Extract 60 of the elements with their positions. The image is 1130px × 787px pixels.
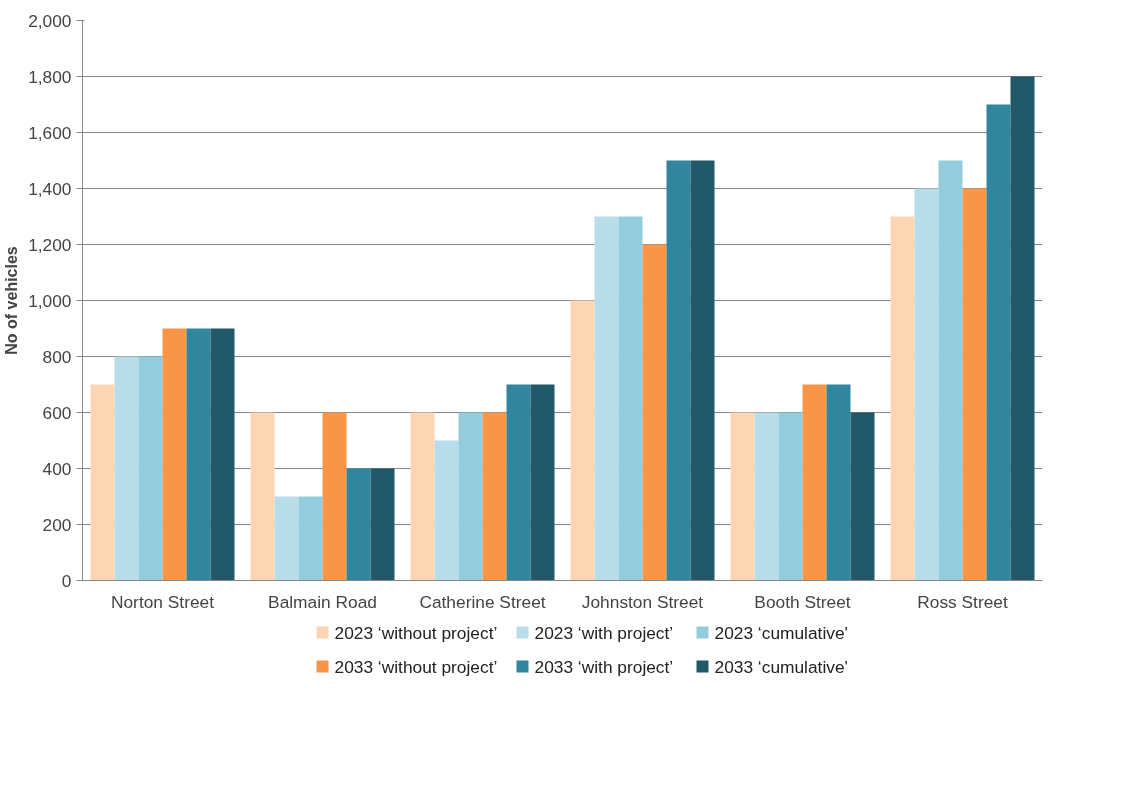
bar: [570, 300, 595, 581]
bar: [90, 384, 115, 581]
x-tick-label: Ross Street: [917, 591, 1008, 612]
bar: [778, 412, 803, 581]
bar: [938, 160, 963, 581]
y-tick-label: 1,800: [28, 66, 72, 87]
y-tick-label: 1,000: [28, 290, 72, 311]
x-tick-label: Johnston Street: [581, 591, 704, 612]
legend-label: 2033 ‘with project’: [534, 656, 674, 677]
y-axis-title: No of vehicles: [3, 246, 21, 355]
bar: [506, 384, 531, 581]
bar: [346, 468, 371, 581]
y-tick-label: 1,400: [28, 178, 72, 199]
y-tick-label: 400: [42, 458, 72, 479]
bar: [210, 328, 235, 581]
bar: [530, 384, 555, 581]
bar: [962, 188, 987, 581]
bar: [690, 160, 715, 581]
bar: [666, 160, 691, 581]
bar: [434, 440, 459, 581]
legend-label: 2023 ‘with project’: [534, 622, 674, 643]
bar: [850, 412, 875, 581]
y-tick-label: 1,200: [28, 234, 72, 255]
bar: [618, 216, 643, 581]
bar: [482, 412, 507, 581]
bar: [114, 356, 139, 581]
legend-label: 2033 ‘cumulative': [714, 656, 848, 677]
bar: [274, 496, 299, 581]
legend-label: 2033 ‘without project’: [334, 656, 498, 677]
y-tick-label: 200: [42, 514, 72, 535]
bar: [594, 216, 619, 581]
bar: [370, 468, 395, 581]
y-tick-label: 1,600: [28, 122, 72, 143]
x-tick-label: Norton Street: [110, 591, 215, 612]
x-tick-label: Balmain Road: [268, 591, 377, 612]
bar: [642, 244, 667, 581]
bar: [458, 412, 483, 581]
x-tick-label: Catherine Street: [419, 591, 546, 612]
bar: [802, 384, 827, 581]
bar: [730, 412, 755, 581]
legend-label: 2023 ‘without project’: [334, 622, 498, 643]
bar: [986, 104, 1011, 581]
y-tick-label: 800: [42, 346, 72, 367]
legend-label: 2023 ‘cumulative': [714, 622, 848, 643]
bar: [322, 412, 347, 581]
bar: [890, 216, 915, 581]
bar: [826, 384, 851, 581]
bar: [138, 356, 163, 581]
y-tick-label: 2,000: [28, 10, 72, 31]
bar: [410, 412, 435, 581]
bar: [162, 328, 187, 581]
bar: [754, 412, 779, 581]
bar: [914, 188, 939, 581]
bar: [250, 412, 275, 581]
bar: [298, 496, 323, 581]
y-tick-label: 600: [42, 402, 72, 423]
bar: [1010, 76, 1035, 581]
bar: [186, 328, 211, 581]
x-tick-label: Booth Street: [754, 591, 851, 612]
y-tick-label: 0: [61, 570, 72, 591]
